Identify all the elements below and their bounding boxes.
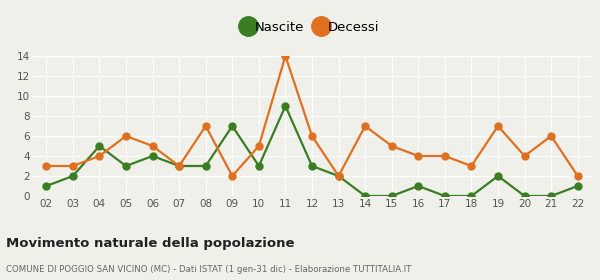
Legend: Nascite, Decessi: Nascite, Decessi (244, 21, 380, 34)
Text: Movimento naturale della popolazione: Movimento naturale della popolazione (6, 237, 295, 249)
Text: COMUNE DI POGGIO SAN VICINO (MC) - Dati ISTAT (1 gen-31 dic) - Elaborazione TUTT: COMUNE DI POGGIO SAN VICINO (MC) - Dati … (6, 265, 412, 274)
